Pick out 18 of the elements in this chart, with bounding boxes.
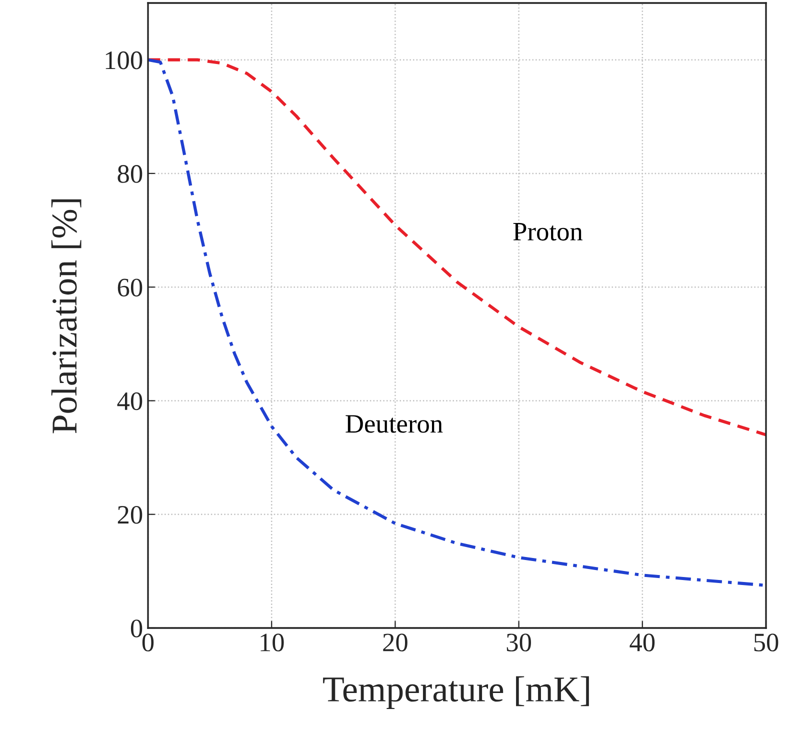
line-series xyxy=(148,58,766,587)
x-tick-label: 40 xyxy=(630,634,655,652)
y-axis-title: Polarization [%] xyxy=(51,199,82,434)
y-tick-label: 0 xyxy=(130,620,142,638)
y-tick-label: 100 xyxy=(106,51,142,70)
x-tick-label: 10 xyxy=(260,634,284,652)
x-tick-label: 20 xyxy=(383,634,408,652)
x-axis-title: Temperature [mK] xyxy=(323,676,589,709)
x-tick-label: 0 xyxy=(142,634,154,652)
x-tick-label: 50 xyxy=(754,634,778,652)
line-series xyxy=(148,58,766,436)
y-tick-label: 60 xyxy=(118,278,142,297)
y-tick-label: 40 xyxy=(117,392,142,410)
series-label: Deuteron xyxy=(346,415,443,433)
text: Proton xyxy=(513,223,583,241)
y-tick-label: 80 xyxy=(118,165,142,183)
y-tick-label: 20 xyxy=(118,506,142,524)
x-tick-label: 30 xyxy=(506,634,531,652)
